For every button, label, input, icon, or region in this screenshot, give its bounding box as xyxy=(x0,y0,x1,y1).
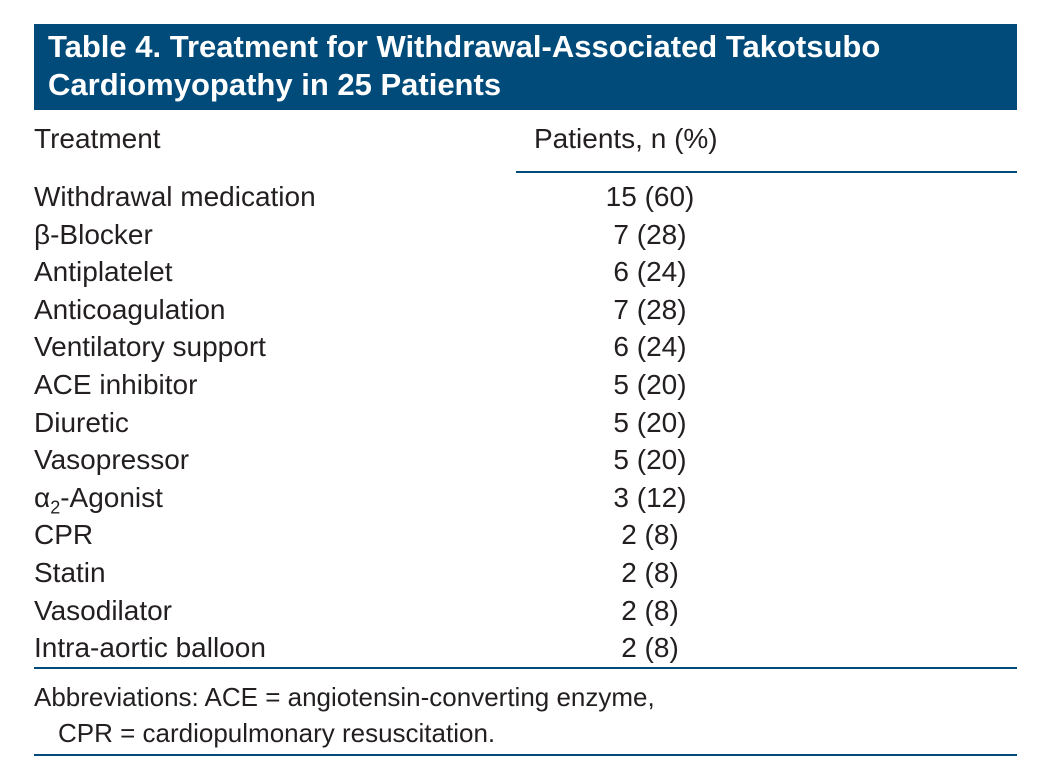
treatment-cell: ACE inhibitor xyxy=(34,368,198,400)
table-row: Withdrawal medication 15 (60) xyxy=(34,180,1017,218)
treatment-subscript: 2 xyxy=(50,497,61,518)
column-header-row: Treatment Patients, n (%) xyxy=(34,110,1017,166)
table-row: Ventilatory support 6 (24) xyxy=(34,330,1017,368)
table-footnote: Abbreviations: ACE = angiotensin-convert… xyxy=(34,679,1017,751)
table-row: ACE inhibitor 5 (20) xyxy=(34,368,1017,406)
treatment-cell: Anticoagulation xyxy=(34,293,226,325)
treatment-cell: Withdrawal medication xyxy=(34,181,316,212)
table-row: Vasopressor 5 (20) xyxy=(34,443,1017,481)
table-row: CPR 2 (8) xyxy=(34,518,1017,556)
column-header-patients: Patients, n (%) xyxy=(534,123,718,154)
treatment-cell: α2-Agonist xyxy=(34,481,163,525)
patients-cell: 15 (60) xyxy=(605,181,695,212)
header-rule xyxy=(516,171,1017,173)
table-row: Diuretic 5 (20) xyxy=(34,406,1017,444)
table-title: Table 4. Treatment for Withdrawal-Associ… xyxy=(34,24,1017,110)
table-row: Vasodilator 2 (8) xyxy=(34,594,1017,632)
table-bottom-rule xyxy=(34,667,1017,669)
treatment-cell: CPR xyxy=(34,519,94,551)
table-row: β-Blocker 7 (28) xyxy=(34,218,1017,256)
patients-cell: 3 (12) xyxy=(613,481,687,513)
treatment-cell: Ventilatory support xyxy=(34,331,266,363)
patients-cell: 2 (8) xyxy=(621,519,679,551)
patients-cell: 2 (8) xyxy=(621,594,679,626)
table-row: Anticoagulation 7 (28) xyxy=(34,293,1017,331)
column-header-treatment: Treatment xyxy=(34,123,161,154)
patients-cell: 5 (20) xyxy=(613,368,687,400)
table-row: Statin 2 (8) xyxy=(34,556,1017,594)
table-figure: Table 4. Treatment for Withdrawal-Associ… xyxy=(34,24,1017,756)
treatment-cell: Vasopressor xyxy=(34,444,190,476)
table-body: Withdrawal medication 15 (60) β-Blocker … xyxy=(34,180,1017,669)
footnote-line-2: CPR = cardiopulmonary resuscitation. xyxy=(58,718,496,748)
footnote-line-1: Abbreviations: ACE = angiotensin-convert… xyxy=(34,682,655,712)
patients-cell: 2 (8) xyxy=(621,556,679,588)
treatment-suffix: -Agonist xyxy=(60,481,163,513)
treatment-prefix: α xyxy=(34,481,51,513)
treatment-cell: Diuretic xyxy=(34,406,129,438)
treatment-cell: Antiplatelet xyxy=(34,256,173,288)
table-title-line-2: Cardiomyopathy in 25 Patients xyxy=(48,67,502,102)
patients-cell: 7 (28) xyxy=(613,218,687,250)
patients-cell: 6 (24) xyxy=(613,331,687,363)
patients-cell: 7 (28) xyxy=(613,293,687,325)
footnote-end-rule xyxy=(34,754,1017,756)
table-title-line-1: Table 4. Treatment for Withdrawal-Associ… xyxy=(48,29,881,64)
table-row: α2-Agonist 3 (12) xyxy=(34,481,1017,519)
treatment-cell: Statin xyxy=(34,556,106,588)
patients-cell: 6 (24) xyxy=(613,256,687,288)
table-row: Intra-aortic balloon 2 (8) xyxy=(34,631,1017,669)
patients-cell: 5 (20) xyxy=(613,444,687,476)
patients-cell: 2 (8) xyxy=(621,632,679,664)
patients-cell: 5 (20) xyxy=(613,406,687,438)
treatment-cell: β-Blocker xyxy=(34,218,153,250)
table-row: Antiplatelet 6 (24) xyxy=(34,255,1017,293)
treatment-cell: Intra-aortic balloon xyxy=(34,632,266,664)
treatment-cell: Vasodilator xyxy=(34,594,173,626)
